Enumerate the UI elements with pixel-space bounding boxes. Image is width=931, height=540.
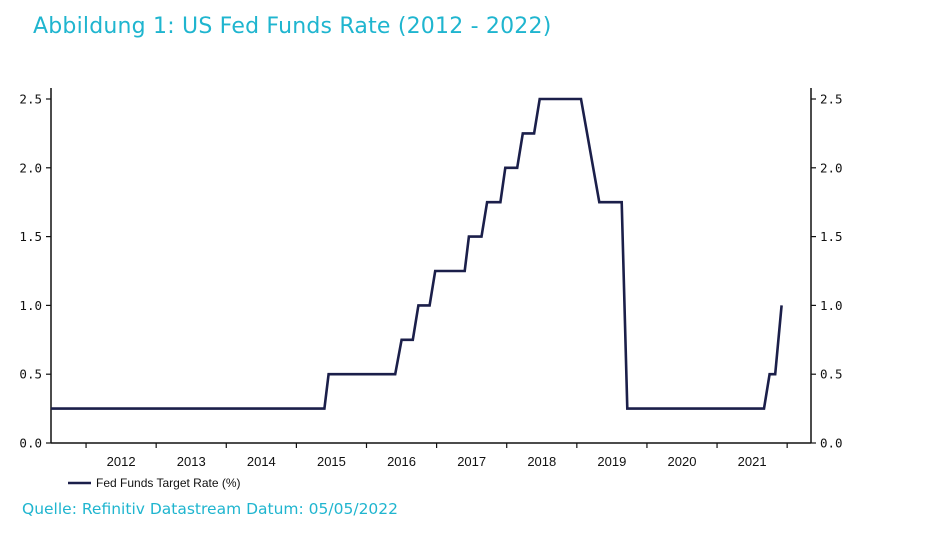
x-tick-label: 2016 (387, 454, 416, 469)
y-tick-label-right: 1.0 (820, 298, 843, 313)
y-tick-label-left: 2.5 (19, 92, 42, 107)
chart-title: Abbildung 1: US Fed Funds Rate (2012 - 2… (33, 14, 552, 39)
y-tick-label-right: 0.0 (820, 436, 843, 451)
y-tick-label-right: 0.5 (820, 367, 843, 382)
x-tick-label: 2021 (738, 454, 767, 469)
y-tick-label-left: 2.0 (19, 160, 42, 175)
y-tick-label-right: 2.5 (820, 92, 843, 107)
x-tick-label: 2014 (247, 454, 276, 469)
x-tick-label: 2012 (107, 454, 136, 469)
x-tick-label: 2015 (317, 454, 346, 469)
x-tick-label: 2019 (597, 454, 626, 469)
y-tick-label-left: 0.5 (19, 367, 42, 382)
legend: Fed Funds Target Rate (%) (68, 476, 241, 490)
x-tick-label: 2018 (527, 454, 556, 469)
y-tick-label-left: 1.0 (19, 298, 42, 313)
plot-area (51, 97, 783, 410)
source-note: Quelle: Refinitiv Datastream Datum: 05/0… (22, 500, 399, 518)
y-tick-label-right: 1.5 (820, 229, 843, 244)
x-tick-label: 2020 (668, 454, 697, 469)
y-tick-label-left: 1.5 (19, 229, 42, 244)
y-tick-label-left: 0.0 (19, 436, 42, 451)
x-tick-label: 2013 (177, 454, 206, 469)
axes: 0.0 0.0 0.5 0.5 1.0 1.0 1.5 1.5 2.0 2.0 2.5 2.5 2012… (19, 88, 843, 469)
legend-label: Fed Funds Target Rate (%) (96, 476, 241, 490)
y-tick-label-right: 2.0 (820, 160, 843, 175)
x-tick-label: 2017 (457, 454, 486, 469)
series-line-fed-funds-rate (51, 97, 783, 410)
